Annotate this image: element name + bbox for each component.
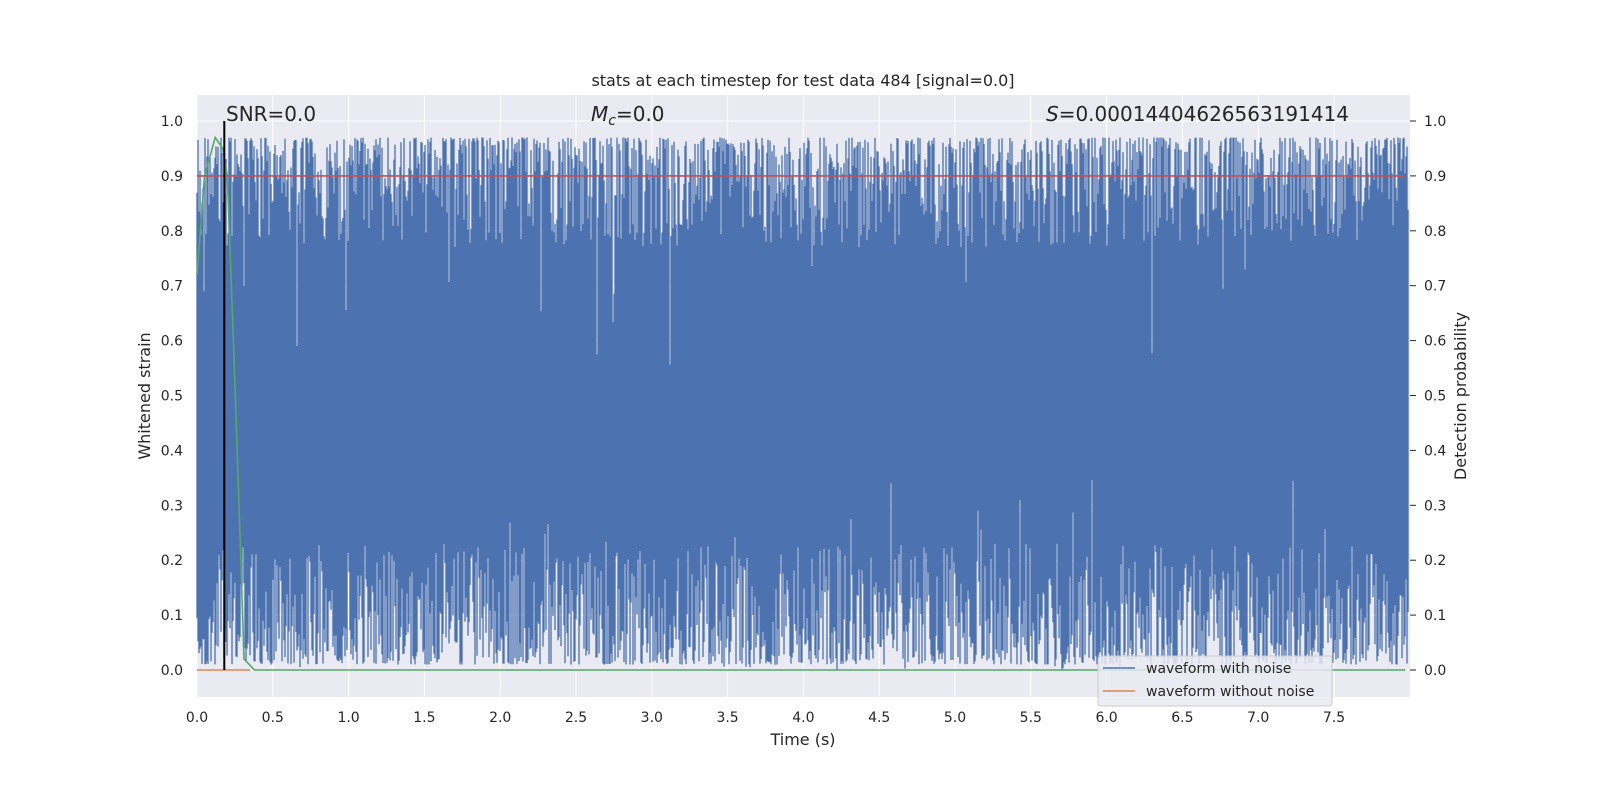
mc-symbol: M <box>591 102 608 126</box>
y-tick-label: 0.0 <box>161 663 183 679</box>
x-tick-label: 5.5 <box>1020 710 1042 726</box>
y2-tick-label: 0.3 <box>1424 498 1446 514</box>
legend-label-noise: waveform with noise <box>1146 661 1291 677</box>
x-tick-label: 6.5 <box>1171 710 1193 726</box>
y-tick-label: 0.2 <box>161 553 183 569</box>
y-axis-label: Whitened strain <box>135 332 154 459</box>
y2-tick-label: 0.6 <box>1424 334 1446 350</box>
y2-tick-label: 1.0 <box>1424 114 1446 130</box>
s-annotation: S=0.00014404626563191414 <box>1046 102 1349 126</box>
snr-annotation: SNR=0.0 <box>226 102 316 126</box>
mc-subscript: c <box>608 113 616 129</box>
lines-layer <box>196 121 1406 671</box>
s-value: =0.00014404626563191414 <box>1059 102 1349 126</box>
y2-tick-label: 0.1 <box>1424 608 1446 624</box>
x-tick-label: 3.5 <box>716 710 738 726</box>
y-tick-label: 0.4 <box>161 443 183 459</box>
x-tick-label: 2.5 <box>565 710 587 726</box>
x-tick-label: 7.5 <box>1323 710 1345 726</box>
detection-probability-line <box>196 135 1406 671</box>
ticks-layer: 0.0 0.5 1.0 1.5 2.0 2.5 3.0 3.5 4.0 4.5 5.0 5.5 6.0 6… <box>161 114 1447 726</box>
x-tick-label: 4.5 <box>868 710 890 726</box>
s-symbol: S <box>1046 102 1059 126</box>
y-tick-label: 0.9 <box>161 169 183 185</box>
x-tick-label: 5.0 <box>944 710 966 726</box>
y2-tick-label: 0.8 <box>1424 224 1446 240</box>
x-tick-label: 0.5 <box>262 710 284 726</box>
x-tick-label: 1.0 <box>337 710 359 726</box>
mc-value: =0.0 <box>616 102 665 126</box>
chart-title: stats at each timestep for test data 484… <box>591 71 1014 90</box>
y2-tick-label: 0.4 <box>1424 443 1446 459</box>
x-tick-label: 6.0 <box>1095 710 1117 726</box>
mc-annotation: Mc=0.0 <box>591 102 665 129</box>
legend: waveform with noise waveform without noi… <box>1097 655 1333 707</box>
waveform-with-noise-line <box>196 137 1409 670</box>
y-tick-label: 0.5 <box>161 389 183 405</box>
legend-box <box>1097 655 1333 707</box>
y-tick-label: 0.1 <box>161 608 183 624</box>
x-tick-label: 0.0 <box>186 710 208 726</box>
y2-tick-label: 0.2 <box>1424 553 1446 569</box>
waveform-with-noise-series <box>196 137 1409 670</box>
y-tick-label: 0.6 <box>161 334 183 350</box>
y2-tick-label: 0.0 <box>1424 663 1446 679</box>
x-tick-label: 7.0 <box>1247 710 1269 726</box>
x-axis-label: Time (s) <box>769 730 835 749</box>
y2-tick-label: 0.5 <box>1424 389 1446 405</box>
y2-axis-label: Detection probability <box>1451 312 1470 480</box>
y-tick-label: 1.0 <box>161 114 183 130</box>
x-tick-label: 4.0 <box>792 710 814 726</box>
x-tick-label: 2.0 <box>489 710 511 726</box>
y-tick-label: 0.8 <box>161 224 183 240</box>
y-tick-label: 0.3 <box>161 498 183 514</box>
y2-tick-label: 0.7 <box>1424 279 1446 295</box>
x-tick-label: 1.5 <box>413 710 435 726</box>
legend-label-clean: waveform without noise <box>1146 684 1314 700</box>
y2-tick-label: 0.9 <box>1424 169 1446 185</box>
x-tick-label: 3.0 <box>641 710 663 726</box>
y-tick-label: 0.7 <box>161 279 183 295</box>
